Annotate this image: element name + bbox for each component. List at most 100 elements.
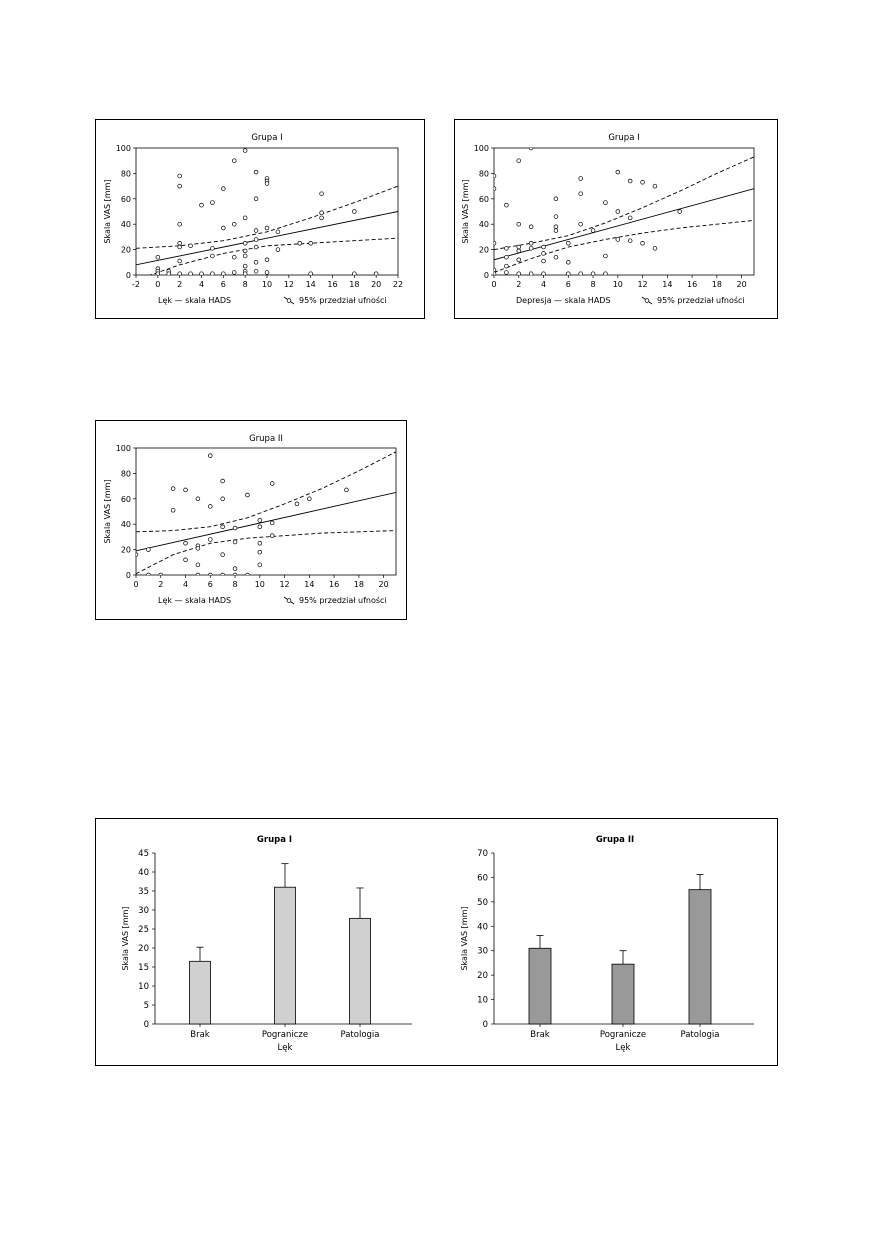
data-point <box>504 246 509 251</box>
y-tick-label: 60 <box>121 195 131 204</box>
data-point <box>210 253 215 259</box>
plot-area <box>136 451 396 575</box>
data-point <box>199 271 204 275</box>
y-tick-label: 40 <box>121 220 131 229</box>
x-tick-label: Brak <box>190 1030 210 1040</box>
x-tick-label: 12 <box>279 580 289 589</box>
data-point <box>528 224 534 229</box>
x-tick-label: 16 <box>327 280 337 289</box>
data-point <box>269 481 275 486</box>
chart-title: Grupa I <box>251 133 282 143</box>
bar <box>611 963 635 1025</box>
y-tick-label: 20 <box>138 944 149 954</box>
y-tick-label: 40 <box>479 220 489 229</box>
x-tick-label: 20 <box>379 580 389 589</box>
data-point <box>319 210 324 216</box>
chart-title: Grupa I <box>257 835 292 845</box>
data-point <box>257 562 263 568</box>
y-tick-label: 80 <box>121 469 131 478</box>
data-point <box>504 270 509 275</box>
data-point <box>640 240 645 246</box>
data-point <box>640 180 645 185</box>
y-tick-label: 20 <box>121 546 131 555</box>
data-point <box>170 486 176 491</box>
data-point <box>264 181 270 186</box>
data-point <box>516 244 522 250</box>
data-point <box>195 572 201 575</box>
data-point <box>232 566 238 571</box>
legend-point-marker <box>286 298 292 303</box>
data-point <box>553 196 559 202</box>
data-point <box>603 271 608 275</box>
data-point <box>232 221 237 227</box>
y-tick-label: 10 <box>138 982 149 992</box>
y-tick-label: 100 <box>116 444 131 453</box>
y-tick-label: 60 <box>477 873 488 883</box>
data-point <box>208 572 213 575</box>
data-point <box>177 173 182 179</box>
data-point <box>195 496 201 502</box>
y-tick-label: 20 <box>479 246 489 255</box>
data-point <box>177 183 182 189</box>
data-point <box>177 244 182 250</box>
data-point <box>257 540 263 546</box>
y-tick-label: 70 <box>477 849 488 859</box>
data-point <box>166 271 171 275</box>
data-point <box>232 158 237 163</box>
bar-chart-grupa2: Grupa II 0 10 20 30 40 50 60 70 Skala VAS [mm] Bra… <box>460 835 754 1053</box>
x-tick-label: 0 <box>155 280 160 289</box>
data-point <box>177 258 182 264</box>
bar <box>528 947 552 1025</box>
data-point <box>578 221 583 227</box>
data-point <box>183 557 188 563</box>
data-point <box>566 260 571 265</box>
data-point <box>590 228 596 233</box>
y-tick-label: 80 <box>479 169 489 178</box>
data-point <box>245 572 250 575</box>
data-point <box>627 178 633 184</box>
data-point <box>146 547 151 552</box>
data-point <box>615 237 621 242</box>
data-point <box>553 254 559 260</box>
x-tick-label: Pogranicze <box>262 1030 308 1040</box>
data-point <box>590 271 596 275</box>
y-tick-label: 15 <box>138 963 149 973</box>
data-point <box>155 271 161 275</box>
data-point <box>220 552 225 557</box>
data-point <box>553 228 559 233</box>
x-axis-label: Lęk — skala HADS <box>158 596 231 605</box>
data-point <box>516 271 522 275</box>
data-point <box>269 533 275 538</box>
data-point <box>578 271 583 275</box>
data-point <box>578 176 583 181</box>
y-axis-label: Skala VAS [mm] <box>461 179 470 243</box>
y-tick-label: 60 <box>479 195 489 204</box>
data-point <box>677 209 682 214</box>
y-tick-label: 0 <box>126 271 131 280</box>
data-point <box>528 271 534 275</box>
data-point <box>294 501 300 507</box>
data-point <box>242 263 248 269</box>
data-point <box>253 228 259 233</box>
x-tick-label: 22 <box>393 280 403 289</box>
y-axis-label: Skala VAS [mm] <box>121 906 130 970</box>
y-tick-label: 40 <box>138 868 149 878</box>
y-tick-label: 100 <box>116 144 131 153</box>
y-tick-label: 60 <box>121 495 131 504</box>
x-tick-label: 12 <box>284 280 294 289</box>
data-point <box>373 271 379 275</box>
plot-frame <box>493 147 755 276</box>
data-point <box>307 496 312 502</box>
y-tick-label: 0 <box>483 1020 488 1030</box>
x-tick-label: 20 <box>737 280 747 289</box>
data-point <box>615 169 621 175</box>
data-point <box>199 202 204 208</box>
regression-line <box>136 492 396 552</box>
y-tick-label: 40 <box>477 922 488 932</box>
data-point <box>188 243 193 249</box>
data-point <box>183 540 188 546</box>
scatter-chart-grupa1-depresja: Grupa I 0 20 40 60 80 100 0 2 4 6 8 10 12 14 16 18 20 Skal… <box>461 133 755 305</box>
data-point <box>627 215 633 221</box>
data-point <box>603 200 608 205</box>
